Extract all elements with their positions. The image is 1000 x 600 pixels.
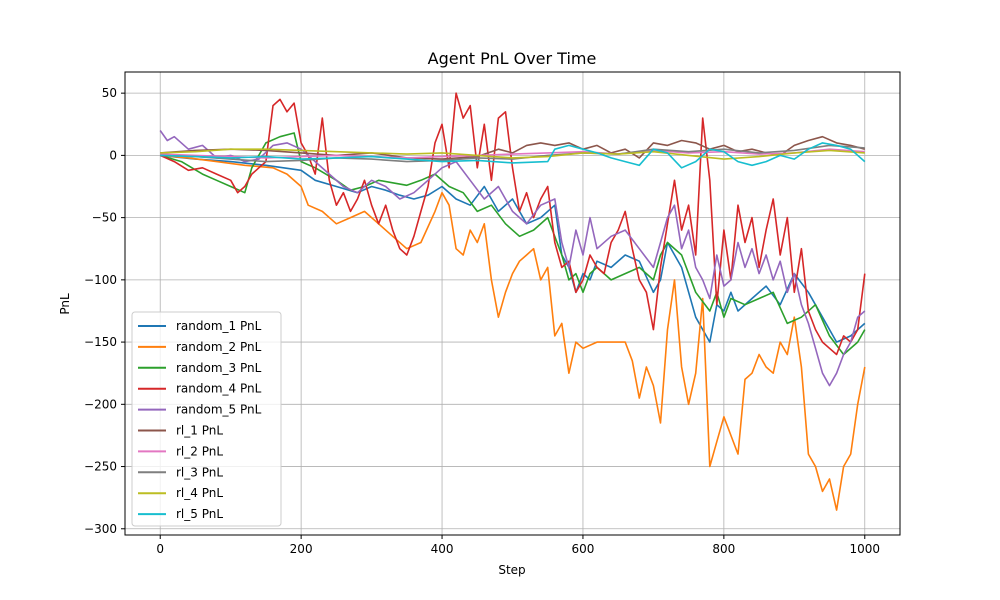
series-lines [159, 92, 866, 511]
y-axis-ticks: −300 −250 −200 −150 −100 −50 0 50 [84, 86, 125, 536]
series-line-rl_4-pnl [160, 148, 865, 160]
x-tick-label: 800 [712, 542, 735, 556]
x-tick-label: 600 [572, 542, 595, 556]
y-tick-label: −50 [92, 211, 117, 225]
legend-label: rl_5 PnL [176, 507, 223, 521]
y-tick-label: −300 [84, 522, 117, 536]
legend-label: rl_3 PnL [176, 465, 223, 479]
legend-label: random_3 PnL [176, 361, 262, 375]
legend-label: random_2 PnL [176, 340, 262, 354]
x-axis-ticks: 0 200 400 600 800 1000 [156, 535, 880, 556]
y-tick-label: −150 [84, 335, 117, 349]
y-tick-label: −100 [84, 273, 117, 287]
y-tick-label: −250 [84, 460, 117, 474]
x-tick-label: 400 [431, 542, 454, 556]
legend-label: random_4 PnL [176, 382, 262, 396]
series-line-rl_3-pnl [160, 144, 865, 163]
legend-box [131, 311, 282, 527]
x-tick-label: 200 [290, 542, 313, 556]
legend-label: rl_1 PnL [176, 424, 223, 438]
series-line-random_5-pnl [159, 130, 866, 387]
series-line-random_2-pnl [160, 154, 866, 511]
chart-title: Agent PnL Over Time [428, 49, 597, 68]
x-tick-label: 1000 [849, 542, 880, 556]
plot-frame [124, 71, 901, 536]
y-tick-label: 50 [102, 86, 117, 100]
x-tick-label: 0 [156, 542, 164, 556]
legend-label: random_1 PnL [176, 319, 262, 333]
y-axis-label: PnL [58, 293, 72, 315]
series-line-rl_5-pnl [160, 142, 866, 169]
legend-label: rl_4 PnL [176, 486, 223, 500]
y-tick-label: 0 [109, 148, 117, 162]
legend: random_1 PnL random_2 PnL random_3 PnL rand… [131, 311, 282, 527]
y-tick-label: −200 [84, 397, 117, 411]
x-axis-label: Step [498, 563, 525, 577]
legend-label: random_5 PnL [176, 403, 262, 417]
legend-label: rl_2 PnL [176, 444, 223, 458]
